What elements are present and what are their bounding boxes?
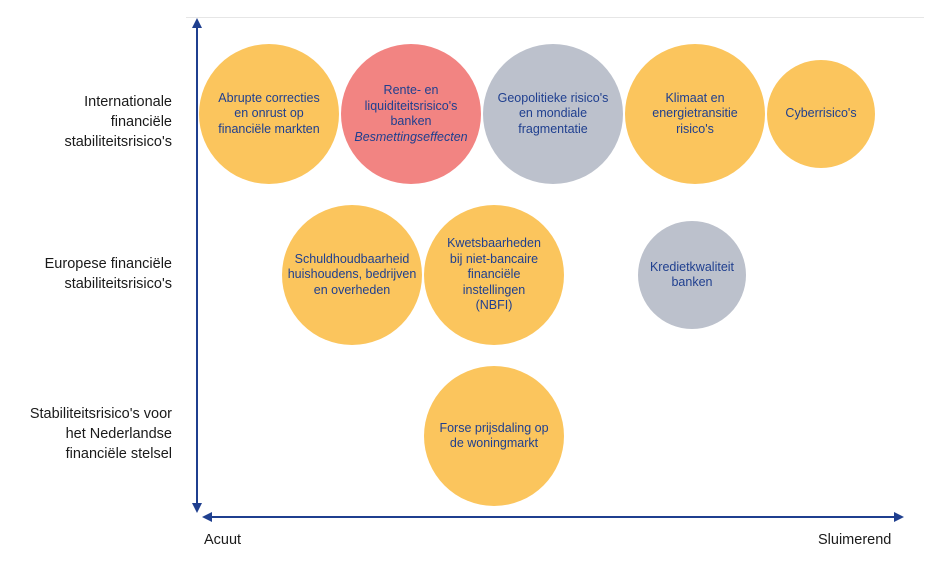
top-rule bbox=[186, 17, 924, 18]
row-label-european: Europese financiële stabiliteitsrisico's bbox=[44, 256, 172, 292]
x-axis-end-label: Sluimerend bbox=[818, 532, 892, 548]
horizontal-axis-right-arrow bbox=[894, 512, 904, 522]
bubble-kredietkwaliteit-banken: Kredietkwaliteit banken bbox=[638, 221, 746, 329]
contagion-effects-label: Besmettingseffecten bbox=[354, 129, 468, 144]
bubble-rente-liquiditeitsrisico: Rente- en liquiditeitsrisico's banken Be… bbox=[341, 44, 481, 184]
bubble-kwetsbaarheden-nbfi: Kwetsbaarheden bij niet-bancaire financi… bbox=[424, 205, 564, 345]
vertical-axis-bottom-arrow bbox=[192, 503, 202, 513]
bubble-forse-prijsdaling-woningmarkt: Forse prijsdaling op de woningmarkt bbox=[424, 366, 564, 506]
bubble-klimaat-energietransitie: Klimaat en energietransitie risico's bbox=[625, 44, 765, 184]
row-label-dutch: Stabiliteitsrisico's voor het Nederlands… bbox=[29, 406, 172, 462]
bubble-abrupte-correcties: Abrupte correcties en onrust op financië… bbox=[199, 44, 339, 184]
x-axis-start-label: Acuut bbox=[204, 532, 242, 548]
horizontal-axis-left-arrow bbox=[202, 512, 212, 522]
bubble-geopolitieke-risicos: Geopolitieke risico's en mondiale fragme… bbox=[483, 44, 623, 184]
bubble-schuldhoudbaarheid: Schuldhoudbaarheid huishoudens, bedrijve… bbox=[282, 205, 422, 345]
bubble-cyberrisicos: Cyberrisico's bbox=[767, 60, 875, 168]
row-label-international: Internationale financiële stabiliteitsri… bbox=[64, 94, 172, 150]
vertical-axis-top-arrow bbox=[192, 18, 202, 28]
